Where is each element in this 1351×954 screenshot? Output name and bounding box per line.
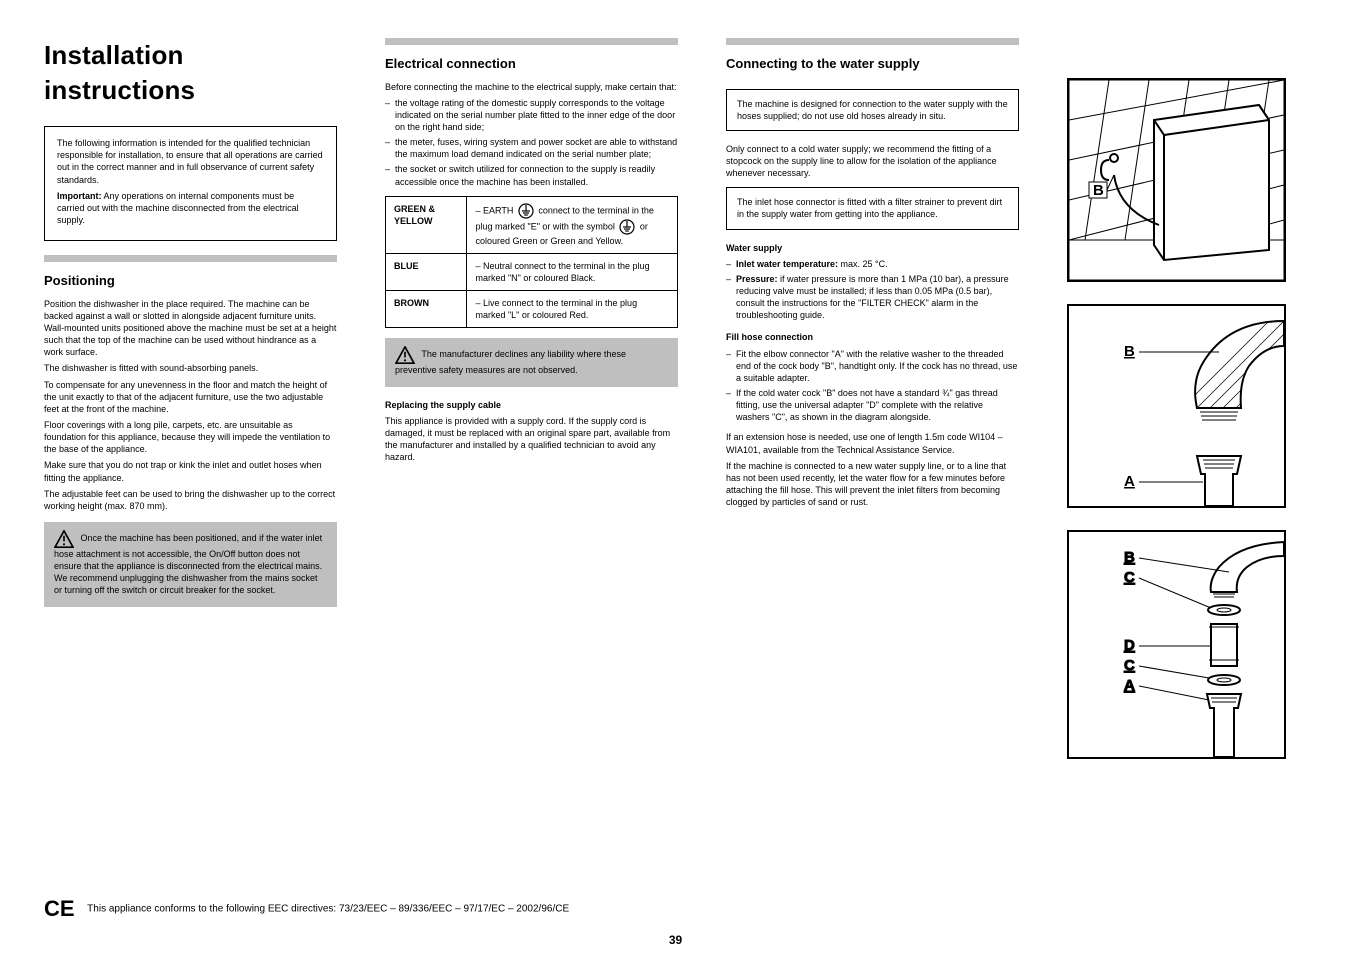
positioning-p6: The adjustable feet can be used to bring… xyxy=(44,488,337,512)
label-A: A xyxy=(1124,473,1135,490)
wiring-row-earth: GREEN & YELLOW – EARTH connect to the te… xyxy=(386,197,677,254)
column-3: Connecting to the water supply The machi… xyxy=(726,38,1019,781)
positioning-p3: To compensate for any unevenness in the … xyxy=(44,379,337,415)
intro-box: The following information is intended fo… xyxy=(44,126,337,241)
ce-mark-icon: CE xyxy=(44,896,75,921)
supply-bullet-temp: –Inlet water temperature: max. 25 °C. xyxy=(726,258,1019,270)
wiring-cell-live-left: BROWN xyxy=(386,291,467,327)
note-hoses-text: The machine is designed for connection t… xyxy=(737,99,1008,121)
heading-water-supply: Water supply xyxy=(726,242,1019,254)
electrical-intro: Before connecting the machine to the ele… xyxy=(385,81,678,93)
supply-bullets: –Inlet water temperature: max. 25 °C. –P… xyxy=(726,258,1019,322)
section-bar-water xyxy=(726,38,1019,45)
wiring-table: GREEN & YELLOW – EARTH connect to the te… xyxy=(385,196,678,329)
intro-line1: The following information is intended fo… xyxy=(57,137,324,186)
warning-box-positioning: Once the machine has been positioned, an… xyxy=(44,522,337,607)
wiring-cell-neutral-left: BLUE xyxy=(386,254,467,290)
electrical-bullet-1: –the voltage rating of the domestic supp… xyxy=(385,97,678,133)
positioning-p2: The dishwasher is fitted with sound-abso… xyxy=(44,362,337,374)
wiring-cell-neutral-right: – Neutral connect to the terminal in the… xyxy=(467,254,677,290)
label-C: C xyxy=(1124,569,1135,586)
illustration-tap-connector: B A xyxy=(1067,304,1286,508)
heading-replace-cable: Replacing the supply cable xyxy=(385,399,678,411)
illustration-dishwasher-wall: B xyxy=(1067,78,1286,282)
water-more-1: If an extension hose is needed, use one … xyxy=(726,431,1019,455)
label-B: B xyxy=(1124,549,1135,566)
heading-water: Connecting to the water supply xyxy=(726,55,920,73)
label-B: B xyxy=(1093,182,1104,199)
footer-directive-text: This appliance conforms to the following… xyxy=(87,904,336,915)
warning-icon xyxy=(54,530,74,548)
note-box-filter: The inlet hose connector is fitted with … xyxy=(726,187,1019,229)
page-title: Installation instructions xyxy=(44,38,337,108)
note-filter-text: The inlet hose connector is fitted with … xyxy=(737,197,1002,219)
wiring-row-neutral: BLUE – Neutral connect to the terminal i… xyxy=(386,254,677,291)
page-number: 39 xyxy=(669,932,682,948)
heading-positioning: Positioning xyxy=(44,272,115,290)
fill-step-1: –Fit the elbow connector "A" with the re… xyxy=(726,348,1019,384)
column-2: Electrical connection Before connecting … xyxy=(385,38,678,781)
column-4: B xyxy=(1067,38,1307,781)
section-bar-positioning xyxy=(44,255,337,262)
wiring-cell-earth-left: GREEN & YELLOW xyxy=(386,197,467,253)
electrical-bullets: –the voltage rating of the domestic supp… xyxy=(385,97,678,188)
label-B: B xyxy=(1124,343,1135,360)
illustration-adapter-stack: B C D C A xyxy=(1067,530,1286,759)
positioning-p1: Position the dishwasher in the place req… xyxy=(44,298,337,359)
label-C: C xyxy=(1124,657,1135,674)
warning-text-electrical: The manufacturer declines any liability … xyxy=(395,349,626,375)
wiring-cell-live-right: – Live connect to the terminal in the pl… xyxy=(467,291,677,327)
footer-directive-items: 73/23/EEC – 89/336/EEC – 97/17/EC – 2002… xyxy=(339,904,569,915)
warning-box-electrical: The manufacturer declines any liability … xyxy=(385,338,678,386)
wiring-cell-earth-right: – EARTH connect to the terminal in the p… xyxy=(467,197,677,253)
water-intro: Only connect to a cold water supply; we … xyxy=(726,143,1019,179)
positioning-p4: Floor coverings with a long pile, carpet… xyxy=(44,419,337,455)
note-box-hoses: The machine is designed for connection t… xyxy=(726,89,1019,131)
warning-text-positioning: Once the machine has been positioned, an… xyxy=(54,533,322,595)
supply-bullet-pressure: –Pressure: if water pressure is more tha… xyxy=(726,273,1019,322)
label-D: D xyxy=(1124,637,1135,654)
water-more-2: If the machine is connected to a new wat… xyxy=(726,460,1019,509)
replace-cable-body: This appliance is provided with a supply… xyxy=(385,415,678,464)
column-1: Installation instructions The following … xyxy=(44,38,337,781)
warning-icon xyxy=(395,346,415,364)
page-footer: CE This appliance conforms to the follow… xyxy=(44,894,1307,924)
section-bar-electrical xyxy=(385,38,678,45)
heading-fill-hose: Fill hose connection xyxy=(726,331,1019,343)
positioning-p5: Make sure that you do not trap or kink t… xyxy=(44,459,337,483)
electrical-bullet-3: –the socket or switch utilized for conne… xyxy=(385,163,678,187)
wiring-row-live: BROWN – Live connect to the terminal in … xyxy=(386,291,677,327)
label-A: A xyxy=(1124,677,1135,694)
intro-important-label: Important: xyxy=(57,191,102,201)
fill-step-2: –If the cold water cock "B" does not hav… xyxy=(726,387,1019,423)
electrical-bullet-2: –the meter, fuses, wiring system and pow… xyxy=(385,136,678,160)
heading-electrical: Electrical connection xyxy=(385,55,516,73)
fill-steps: –Fit the elbow connector "A" with the re… xyxy=(726,348,1019,424)
